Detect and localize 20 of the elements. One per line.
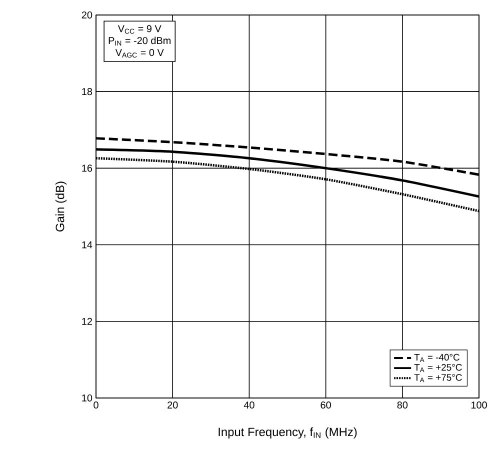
y-tick-label: 14 [82, 241, 92, 248]
annotation: V$_{CC}$ = 9 V [118, 25, 162, 34]
legend-label: T$_{A}$ = +75°C [414, 374, 462, 382]
y-axis-title: Gain (dB) [55, 182, 67, 232]
legend-label: T$_{A}$ = -40°C [414, 354, 460, 362]
y-tick-label: 10 [82, 394, 92, 402]
x-tick-label: 100 [471, 402, 487, 409]
y-tick-label: 12 [82, 318, 92, 325]
annotation: P$_{IN}$ = -20 dBm [108, 36, 171, 46]
x-tick-label: 0 [94, 402, 98, 409]
x-tick-label: 40 [244, 402, 254, 409]
y-tick-label: 16 [82, 164, 92, 172]
legend-label: T$_{A}$ = +25°C [414, 364, 462, 372]
x-axis-title: Input Frequency, f$_{IN}$ (MHz) [218, 427, 357, 439]
annotation: V$_{AGC}$ = 0 V [115, 49, 164, 58]
x-tick-label: 60 [320, 402, 331, 409]
x-tick-label: 80 [397, 402, 408, 409]
y-tick-label: 18 [82, 88, 92, 96]
y-tick-label: 20 [82, 11, 92, 19]
x-tick-label: 20 [168, 402, 178, 409]
